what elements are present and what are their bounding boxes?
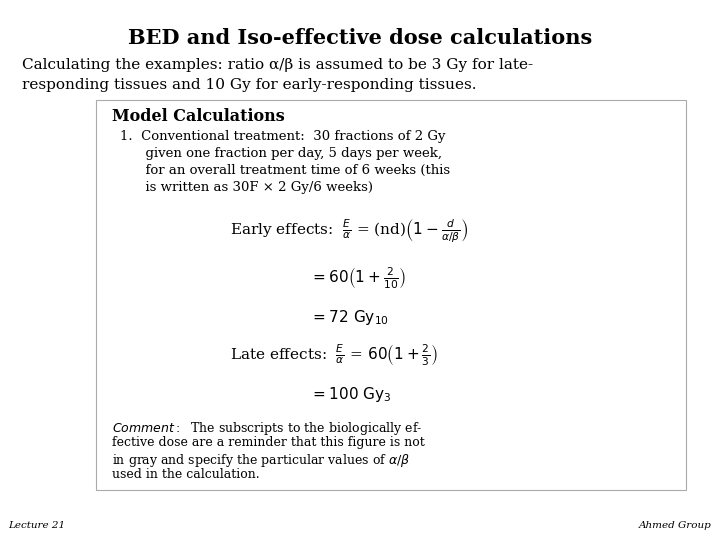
Text: is written as 30F × 2 Gy/6 weeks): is written as 30F × 2 Gy/6 weeks) — [120, 181, 373, 194]
Text: BED and Iso-effective dose calculations: BED and Iso-effective dose calculations — [128, 28, 592, 48]
Text: Ahmed Group: Ahmed Group — [639, 521, 712, 530]
Text: Lecture 21: Lecture 21 — [8, 521, 65, 530]
Text: Late effects:  $\frac{E}{\alpha}$ = $60\left(1 + \frac{2}{3}\right)$: Late effects: $\frac{E}{\alpha}$ = $60\l… — [230, 342, 438, 368]
Text: Calculating the examples: ratio α/β is assumed to be 3 Gy for late-: Calculating the examples: ratio α/β is a… — [22, 58, 533, 72]
Text: Model Calculations: Model Calculations — [112, 108, 284, 125]
Text: 1.  Conventional treatment:  30 fractions of 2 Gy: 1. Conventional treatment: 30 fractions … — [120, 130, 446, 143]
Text: $= 60\left(1 + \frac{2}{10}\right)$: $= 60\left(1 + \frac{2}{10}\right)$ — [310, 265, 406, 291]
Text: $= 72\ \mathrm{Gy}_{10}$: $= 72\ \mathrm{Gy}_{10}$ — [310, 308, 389, 327]
Text: used in the calculation.: used in the calculation. — [112, 468, 260, 481]
Text: $= 100\ \mathrm{Gy}_{3}$: $= 100\ \mathrm{Gy}_{3}$ — [310, 385, 392, 404]
Text: in gray and specify the particular values of $\alpha/\beta$: in gray and specify the particular value… — [112, 452, 410, 469]
Text: given one fraction per day, 5 days per week,: given one fraction per day, 5 days per w… — [120, 147, 442, 160]
Text: fective dose are a reminder that this figure is not: fective dose are a reminder that this fi… — [112, 436, 425, 449]
Text: responding tissues and 10 Gy for early-responding tissues.: responding tissues and 10 Gy for early-r… — [22, 78, 477, 92]
Text: Early effects:  $\frac{E}{\alpha}$ = (nd)$\left(1 - \frac{d}{\alpha/\beta}\right: Early effects: $\frac{E}{\alpha}$ = (nd)… — [230, 218, 469, 246]
Text: for an overall treatment time of 6 weeks (this: for an overall treatment time of 6 weeks… — [120, 164, 450, 177]
Text: $\mathit{Comment:}$  The subscripts to the biologically ef-: $\mathit{Comment:}$ The subscripts to th… — [112, 420, 423, 437]
FancyBboxPatch shape — [96, 100, 686, 490]
